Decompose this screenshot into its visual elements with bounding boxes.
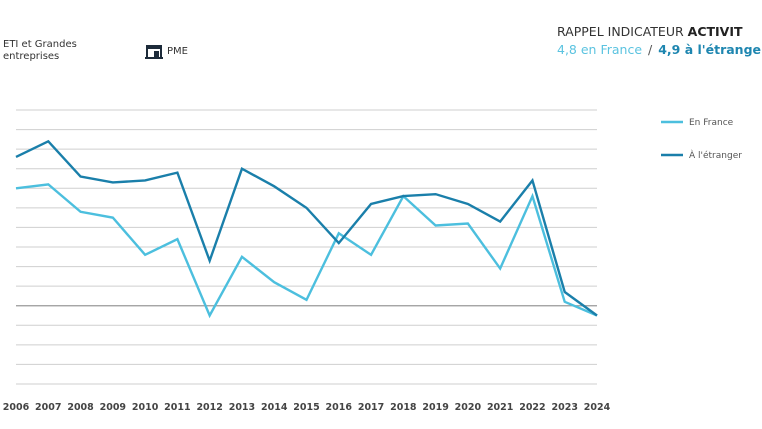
x-tick-label: 2012	[196, 402, 222, 413]
category-pme: PME	[145, 44, 188, 60]
category-eti: ETI et Grandes entreprises	[3, 39, 77, 62]
x-tick-label: 2018	[390, 402, 417, 413]
x-tick-label: 2007	[35, 402, 61, 413]
x-tick-label: 2021	[487, 402, 513, 413]
x-tick-label: 2010	[132, 402, 159, 413]
x-tick-label: 2006	[3, 402, 30, 413]
x-tick-label: 2013	[229, 402, 255, 413]
series-line-france	[15, 183, 598, 319]
subtitle-separator: /	[648, 42, 653, 57]
x-tick-label: 2009	[100, 402, 126, 413]
category-pme-label: PME	[167, 46, 188, 57]
title-bold: ACTIVIT	[687, 24, 743, 39]
storefront-icon	[145, 45, 163, 59]
x-tick-label: 2015	[293, 402, 319, 413]
x-tick-label: 2024	[584, 402, 611, 413]
series-line-etranger	[15, 139, 598, 317]
legend-label: À l'étranger	[689, 149, 742, 161]
x-tick-label: 2011	[164, 402, 190, 413]
x-tick-label: 2022	[519, 402, 545, 413]
indicator-title: RAPPEL INDICATEUR ACTIVIT	[557, 24, 743, 39]
subtitle-france: 4,8 en France	[557, 42, 643, 57]
indicator-subtitle: 4,8 en France / 4,9 à l'étrange	[557, 42, 761, 57]
x-tick-label: 2017	[358, 402, 384, 413]
subtitle-etranger: 4,9 à l'étrange	[658, 42, 762, 57]
x-tick-label: 2019	[422, 402, 448, 413]
x-tick-label: 2008	[67, 402, 94, 413]
x-tick-label: 2014	[261, 402, 288, 413]
title-regular: RAPPEL INDICATEUR	[557, 24, 688, 39]
x-tick-label: 2016	[326, 402, 353, 413]
x-tick-label: 2020	[455, 402, 482, 413]
x-tick-label: 2023	[551, 402, 577, 413]
legend-label: En France	[689, 118, 734, 128]
